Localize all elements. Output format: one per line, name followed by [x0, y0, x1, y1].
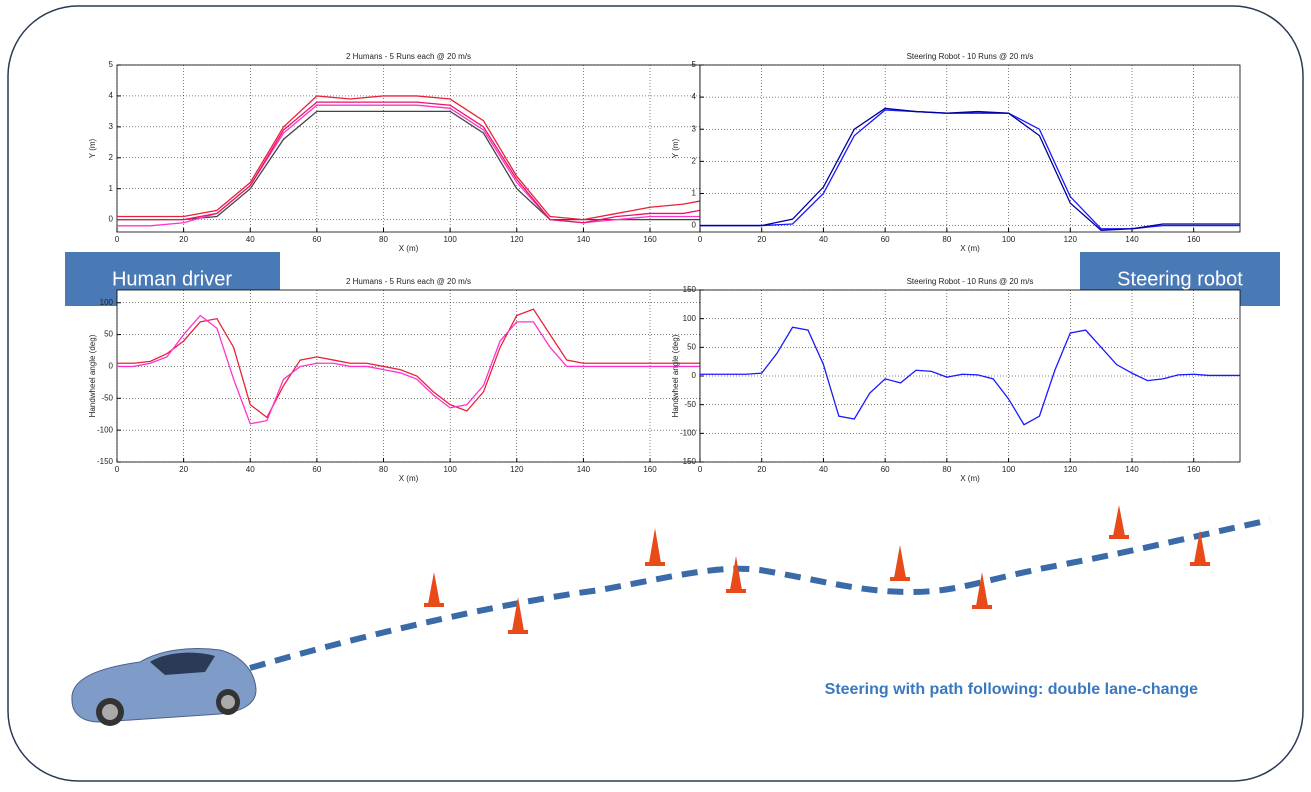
x-tick-label: 100 — [443, 465, 457, 474]
x-tick-label: 40 — [246, 235, 255, 244]
chart-title: Steering Robot - 10 Runs @ 20 m/s — [907, 52, 1034, 61]
x-tick-label: 140 — [1125, 235, 1139, 244]
y-tick-label: -150 — [680, 457, 697, 466]
x-tick-label: 80 — [942, 235, 951, 244]
x-tick-label: 120 — [1064, 465, 1078, 474]
y-tick-label: 4 — [109, 91, 114, 100]
x-tick-label: 0 — [115, 465, 120, 474]
y-tick-label: 50 — [687, 342, 696, 351]
y-tick-label: 0 — [109, 215, 114, 224]
x-tick-label: 120 — [510, 465, 524, 474]
y-axis-label: Y (m) — [671, 138, 680, 158]
x-axis-label: X (m) — [960, 244, 980, 253]
x-tick-label: 120 — [1064, 235, 1078, 244]
x-tick-label: 20 — [757, 465, 766, 474]
x-tick-label: 160 — [1187, 465, 1201, 474]
x-tick-label: 40 — [819, 465, 828, 474]
x-tick-label: 140 — [577, 465, 591, 474]
x-tick-label: 100 — [1002, 465, 1016, 474]
x-tick-label: 0 — [698, 235, 703, 244]
x-tick-label: 20 — [179, 235, 188, 244]
y-tick-label: 4 — [692, 92, 697, 101]
y-axis-label: Handwheel angle (deg) — [671, 334, 680, 417]
label: Steering robot — [1117, 268, 1243, 290]
x-tick-label: 100 — [1002, 235, 1016, 244]
x-tick-label: 80 — [942, 465, 951, 474]
x-tick-label: 140 — [577, 235, 591, 244]
y-tick-label: 1 — [692, 189, 697, 198]
y-tick-label: 100 — [683, 314, 697, 323]
y-tick-label: -50 — [684, 400, 696, 409]
chart-title: Steering Robot - 10 Runs @ 20 m/s — [907, 277, 1034, 286]
chart-title: 2 Humans - 5 Runs each @ 20 m/s — [346, 52, 471, 61]
slide: Human driver Steering robot Steering wit… — [0, 0, 1311, 787]
x-tick-label: 20 — [757, 235, 766, 244]
x-tick-label: 0 — [115, 235, 120, 244]
x-tick-label: 100 — [443, 235, 457, 244]
y-tick-label: 5 — [109, 60, 114, 69]
y-tick-label: -50 — [101, 393, 113, 402]
chart-title: 2 Humans - 5 Runs each @ 20 m/s — [346, 277, 471, 286]
x-tick-label: 160 — [643, 235, 657, 244]
x-tick-label: 140 — [1125, 465, 1139, 474]
x-tick-label: 60 — [312, 465, 321, 474]
y-tick-label: 2 — [109, 153, 114, 162]
y-tick-label: 3 — [109, 122, 114, 131]
x-tick-label: 160 — [1187, 235, 1201, 244]
x-tick-label: 80 — [379, 465, 388, 474]
y-axis-label: Y (m) — [88, 138, 97, 158]
x-tick-label: 120 — [510, 235, 524, 244]
page: Human driver Steering robot Steering wit… — [0, 0, 1311, 792]
y-tick-label: 5 — [692, 60, 697, 69]
y-tick-label: 50 — [104, 330, 113, 339]
x-axis-label: X (m) — [399, 474, 419, 483]
y-tick-label: -100 — [680, 428, 697, 437]
x-tick-label: 0 — [698, 465, 703, 474]
x-tick-label: 60 — [312, 235, 321, 244]
y-tick-label: 150 — [683, 285, 697, 294]
y-tick-label: -100 — [97, 425, 114, 434]
caption: Steering with path following: double lan… — [825, 681, 1198, 698]
x-axis-label: X (m) — [960, 474, 980, 483]
x-tick-label: 20 — [179, 465, 188, 474]
plot-area — [117, 65, 700, 232]
y-tick-label: 2 — [692, 156, 697, 165]
y-tick-label: 0 — [692, 371, 697, 380]
x-tick-label: 60 — [881, 235, 890, 244]
x-tick-label: 160 — [643, 465, 657, 474]
y-tick-label: 1 — [109, 184, 114, 193]
label: Human driver — [112, 268, 232, 290]
x-tick-label: 40 — [819, 235, 828, 244]
y-axis-label: Handwheel angle (deg) — [88, 334, 97, 417]
y-tick-label: 0 — [692, 221, 697, 230]
y-tick-label: -150 — [97, 457, 114, 466]
y-tick-label: 0 — [109, 362, 114, 371]
x-tick-label: 60 — [881, 465, 890, 474]
y-tick-label: 3 — [692, 124, 697, 133]
x-tick-label: 80 — [379, 235, 388, 244]
x-tick-label: 40 — [246, 465, 255, 474]
y-tick-label: 100 — [100, 298, 114, 307]
x-axis-label: X (m) — [399, 244, 419, 253]
plot-area — [700, 65, 1240, 232]
